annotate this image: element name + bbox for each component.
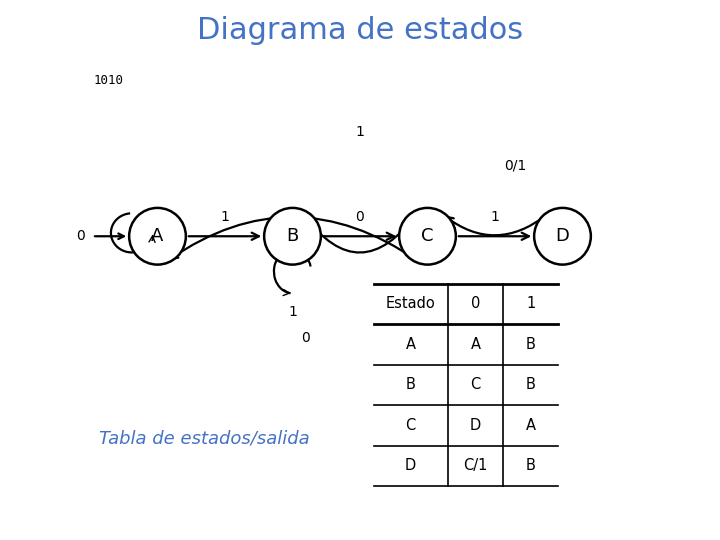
Text: 0: 0 bbox=[76, 230, 85, 243]
Circle shape bbox=[399, 208, 456, 265]
Text: A: A bbox=[151, 227, 163, 245]
Text: Estado: Estado bbox=[386, 296, 436, 311]
Text: A: A bbox=[405, 337, 415, 352]
Text: C: C bbox=[470, 377, 480, 392]
Text: B: B bbox=[405, 377, 415, 392]
Text: 0: 0 bbox=[302, 330, 310, 345]
Text: D: D bbox=[405, 458, 416, 473]
Text: Diagrama de estados: Diagrama de estados bbox=[197, 16, 523, 45]
FancyArrowPatch shape bbox=[446, 215, 546, 235]
Text: 1: 1 bbox=[490, 211, 500, 224]
Text: 1010: 1010 bbox=[94, 75, 123, 87]
Circle shape bbox=[129, 208, 186, 265]
FancyArrowPatch shape bbox=[323, 233, 394, 240]
Text: B: B bbox=[526, 458, 536, 473]
Text: 1: 1 bbox=[220, 211, 230, 224]
FancyArrowPatch shape bbox=[189, 233, 259, 240]
Text: 0: 0 bbox=[471, 296, 480, 311]
FancyArrowPatch shape bbox=[459, 233, 529, 240]
Text: C: C bbox=[421, 227, 433, 245]
Text: B: B bbox=[287, 227, 299, 245]
Text: 1: 1 bbox=[288, 305, 297, 319]
Text: C/1: C/1 bbox=[463, 458, 487, 473]
Text: 1: 1 bbox=[526, 296, 536, 311]
Text: 1: 1 bbox=[356, 125, 364, 139]
FancyArrowPatch shape bbox=[171, 217, 417, 260]
Text: A: A bbox=[526, 418, 536, 433]
Text: D: D bbox=[470, 418, 481, 433]
Text: Tabla de estados/salida: Tabla de estados/salida bbox=[99, 430, 310, 448]
Text: C: C bbox=[405, 418, 415, 433]
Text: 0: 0 bbox=[356, 211, 364, 224]
Text: B: B bbox=[526, 337, 536, 352]
Text: D: D bbox=[556, 227, 570, 245]
FancyArrowPatch shape bbox=[304, 213, 418, 253]
Text: 0/1: 0/1 bbox=[504, 158, 526, 172]
Text: B: B bbox=[526, 377, 536, 392]
Circle shape bbox=[534, 208, 591, 265]
Text: A: A bbox=[470, 337, 480, 352]
Circle shape bbox=[264, 208, 321, 265]
